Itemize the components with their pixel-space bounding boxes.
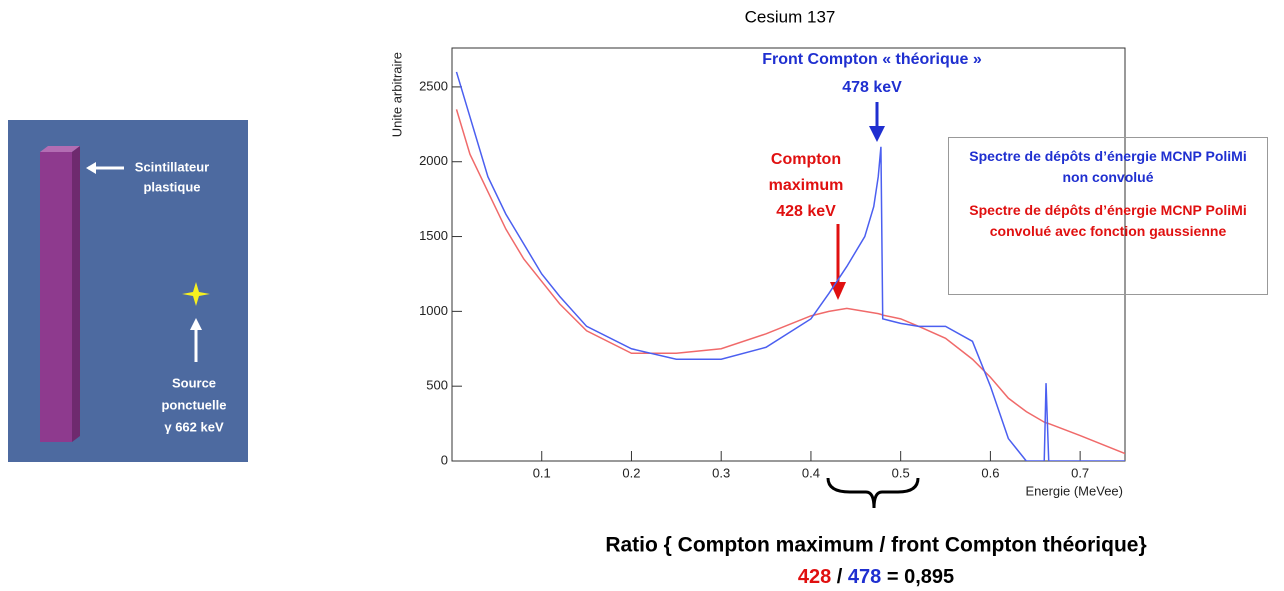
plot-area xyxy=(455,71,1125,461)
legend-entry: Spectre de dépôts d’énergie MCNP PoliMi … xyxy=(969,202,1247,239)
x-tick-label: 0.7 xyxy=(1071,465,1089,480)
y-tick-label: 1500 xyxy=(419,228,448,243)
annotation: 478 keV xyxy=(842,79,902,96)
source-star xyxy=(182,282,210,306)
y-tick-label: 2000 xyxy=(419,153,448,168)
diagram-label: γ 662 keV xyxy=(164,419,224,434)
legend-entry: Spectre de dépôts d’énergie MCNP PoliMi … xyxy=(969,148,1247,185)
arrow-head xyxy=(86,162,96,174)
x-tick-label: 0.6 xyxy=(981,465,999,480)
caption-value: 478 xyxy=(848,566,881,588)
diagram-label: plastique xyxy=(143,179,200,194)
arrow-head xyxy=(190,318,202,330)
series-line xyxy=(455,71,1125,461)
diagram-label: ponctuelle xyxy=(161,397,226,412)
legend: Spectre de dépôts d’énergie MCNP PoliMi … xyxy=(948,137,1268,295)
caption-ratio: 428 / 478 = 0,895 xyxy=(798,566,954,588)
x-axis-label: Energie (MeVee) xyxy=(1025,483,1123,498)
series-line xyxy=(455,109,1125,455)
caption-text: = 0,895 xyxy=(887,566,954,588)
diagram-label: Scintillateur xyxy=(135,159,209,174)
plot-frame xyxy=(451,47,1126,462)
y-tick-label: 0 xyxy=(441,452,448,467)
y-axis-label: Unite arbitraire xyxy=(389,52,404,137)
annotation: 428 keV xyxy=(776,203,836,220)
x-tick-label: 0.4 xyxy=(802,465,820,480)
arrow-head xyxy=(869,126,885,142)
y-tick-label: 2500 xyxy=(419,78,448,93)
y-tick-label: 500 xyxy=(426,378,448,393)
scintillator xyxy=(40,152,72,442)
brace xyxy=(826,477,920,509)
scintillator-side xyxy=(72,146,80,442)
annotation: maximum xyxy=(769,177,844,194)
scintillator-top xyxy=(40,146,80,152)
annotation: Compton xyxy=(771,151,841,168)
caption-value: 428 xyxy=(798,566,831,588)
x-tick-label: 0.2 xyxy=(622,465,640,480)
caption: Ratio { Compton maximum / front Compton … xyxy=(605,534,1146,557)
x-tick-label: 0.3 xyxy=(712,465,730,480)
arrow-head xyxy=(830,282,846,300)
annotation: Front Compton « théorique » xyxy=(762,51,982,68)
diagram-label: Source xyxy=(172,375,216,390)
y-tick-label: 1000 xyxy=(419,303,448,318)
caption-text: / xyxy=(837,566,843,588)
x-tick-label: 0.5 xyxy=(892,465,910,480)
x-tick-label: 0.1 xyxy=(533,465,551,480)
chart-title: Cesium 137 xyxy=(745,7,836,26)
